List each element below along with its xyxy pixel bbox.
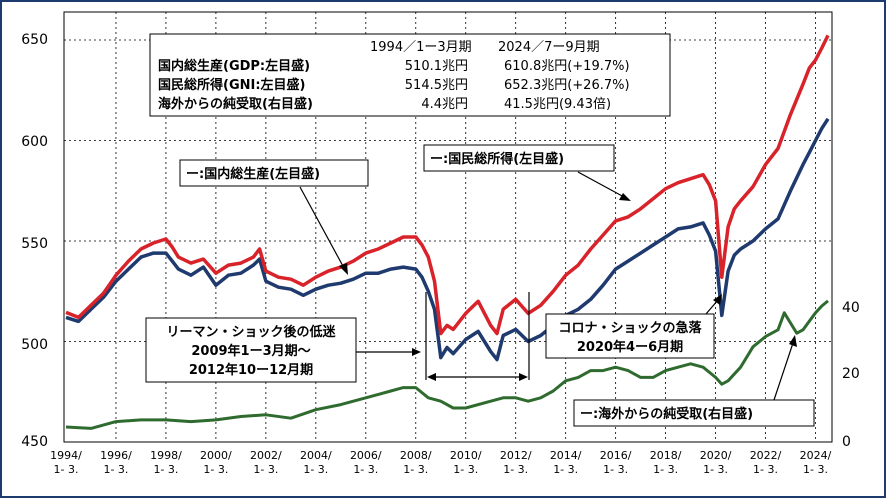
x-tick-label-year: 2006/ bbox=[350, 449, 382, 462]
left-axis: 650 600 550 500 450 bbox=[21, 32, 48, 450]
covid-line1: コロナ・ショックの急落 bbox=[558, 320, 702, 336]
x-tick-label-quarter: 1- 3. bbox=[753, 463, 778, 476]
covid-box bbox=[545, 313, 715, 359]
left-tick-label: 550 bbox=[21, 236, 48, 252]
x-tick-label-year: 2002/ bbox=[250, 449, 282, 462]
x-tick-label-year: 1996/ bbox=[100, 449, 132, 462]
gni-series-label: ー:国民総所得(左目盛) bbox=[423, 144, 631, 201]
net-series-label: ー:海外からの純受取(右目盛) bbox=[573, 335, 815, 427]
gdp-label-box bbox=[179, 159, 369, 187]
gdp-series-label: ー:国内総生産(左目盛) bbox=[179, 159, 369, 275]
series-line-gdp bbox=[65, 117, 830, 362]
x-tick-label-quarter: 1- 3. bbox=[103, 463, 128, 476]
left-tick-label: 600 bbox=[21, 134, 48, 150]
x-tick-label-year: 2010/ bbox=[450, 449, 482, 462]
gni-label-box bbox=[423, 144, 615, 172]
lehman-span-head-left bbox=[427, 373, 436, 381]
x-tick-label-quarter: 1- 3. bbox=[703, 463, 728, 476]
x-tick-label-quarter: 1- 3. bbox=[403, 463, 428, 476]
info-row-value1: 514.5兆円 bbox=[405, 78, 468, 93]
covid-pointer bbox=[705, 299, 719, 315]
left-tick-label: 450 bbox=[21, 434, 48, 450]
lehman-line2: 2009年1ー3月期～ bbox=[191, 343, 310, 359]
right-tick-label: 40 bbox=[842, 300, 860, 316]
covid-annotation: コロナ・ショックの急落 2020年4ー6月期 bbox=[545, 294, 722, 359]
x-tick-label-quarter: 1- 3. bbox=[803, 463, 828, 476]
series-line-net-receipts bbox=[65, 299, 829, 430]
lehman-line3: 2012年10ー12月期 bbox=[189, 362, 313, 378]
gni-label-arrow bbox=[577, 171, 625, 198]
lehman-box bbox=[145, 317, 357, 383]
x-tick-label-year: 1998/ bbox=[150, 449, 182, 462]
x-tick-label-year: 2018/ bbox=[650, 449, 682, 462]
info-box: 1994／1ー3月期 2024／7ー9月期 国内総生産(GDP:左目盛) 510… bbox=[149, 33, 671, 117]
lehman-pointer-head bbox=[412, 348, 421, 356]
x-tick-label-year: 1994/ bbox=[50, 449, 82, 462]
covid-pointer-head bbox=[713, 294, 722, 305]
right-tick-label: 0 bbox=[842, 434, 851, 450]
info-header-period1: 1994／1ー3月期 bbox=[370, 40, 472, 55]
info-row-label: 国内総生産(GDP:左目盛) bbox=[158, 58, 310, 74]
gni-label-arrowhead bbox=[619, 193, 631, 201]
x-tick-label-year: 2004/ bbox=[300, 449, 332, 462]
x-tick-label-year: 2008/ bbox=[400, 449, 432, 462]
lehman-annotation: リーマン・ショック後の低迷 2009年1ー3月期～ 2012年10ー12月期 bbox=[145, 292, 530, 383]
lehman-span-head-right bbox=[519, 373, 528, 381]
right-tick-label: 20 bbox=[842, 366, 860, 382]
right-axis: 40 20 0 bbox=[842, 300, 860, 450]
gdp-label-arrow bbox=[299, 186, 345, 269]
info-row-label: 海外からの純受取(右目盛) bbox=[158, 96, 313, 112]
x-tick-label-year: 2016/ bbox=[600, 449, 632, 462]
lehman-line1: リーマン・ショック後の低迷 bbox=[166, 324, 336, 340]
net-label-text: ー:海外からの純受取(右目盛) bbox=[580, 406, 753, 422]
x-tick-label-quarter: 1- 3. bbox=[653, 463, 678, 476]
info-row-label: 国民総所得(GNI:左目盛) bbox=[158, 77, 305, 93]
info-header-period2: 2024／7ー9月期 bbox=[498, 40, 600, 55]
x-tick-label-year: 2012/ bbox=[500, 449, 532, 462]
left-tick-label: 500 bbox=[21, 337, 48, 353]
net-label-arrow bbox=[773, 342, 794, 401]
x-axis: 1994/1- 3.1996/1- 3.1998/1- 3.2000/1- 3.… bbox=[50, 449, 832, 476]
x-tick-label-year: 2000/ bbox=[200, 449, 232, 462]
x-tick-label-year: 2024/ bbox=[800, 449, 832, 462]
x-tick-label-quarter: 1- 3. bbox=[153, 463, 178, 476]
info-row-value2: 652.3兆円(+26.7%) bbox=[504, 78, 630, 93]
x-tick-label-year: 2020/ bbox=[700, 449, 732, 462]
info-row-value2: 610.8兆円(+19.7%) bbox=[504, 59, 630, 74]
info-row-value2: 41.5兆円(9.43倍) bbox=[504, 97, 611, 112]
x-tick-label-quarter: 1- 3. bbox=[503, 463, 528, 476]
info-row-value1: 510.1兆円 bbox=[405, 59, 468, 74]
gdp-label-arrowhead bbox=[339, 263, 348, 275]
x-tick-label-quarter: 1- 3. bbox=[54, 463, 79, 476]
x-tick-label-quarter: 1- 3. bbox=[353, 463, 378, 476]
x-tick-label-quarter: 1- 3. bbox=[253, 463, 278, 476]
gdp-label-text: ー:国内総生産(左目盛) bbox=[186, 166, 320, 182]
gni-label-text: ー:国民総所得(左目盛) bbox=[430, 151, 564, 167]
x-tick-label-quarter: 1- 3. bbox=[203, 463, 228, 476]
net-label-arrowhead bbox=[789, 335, 797, 347]
series-line-gni bbox=[65, 34, 830, 336]
x-tick-label-quarter: 1- 3. bbox=[453, 463, 478, 476]
info-row-value1: 4.4兆円 bbox=[421, 97, 468, 112]
net-label-box bbox=[573, 399, 815, 427]
x-tick-label-quarter: 1- 3. bbox=[603, 463, 628, 476]
covid-line2: 2020年4ー6月期 bbox=[577, 339, 683, 355]
x-tick-label-year: 2022/ bbox=[750, 449, 782, 462]
left-tick-label: 650 bbox=[21, 32, 48, 48]
x-tick-label-quarter: 1- 3. bbox=[303, 463, 328, 476]
info-box-background bbox=[149, 33, 671, 117]
x-tick-label-quarter: 1- 3. bbox=[553, 463, 578, 476]
x-tick-label-year: 2014/ bbox=[550, 449, 582, 462]
